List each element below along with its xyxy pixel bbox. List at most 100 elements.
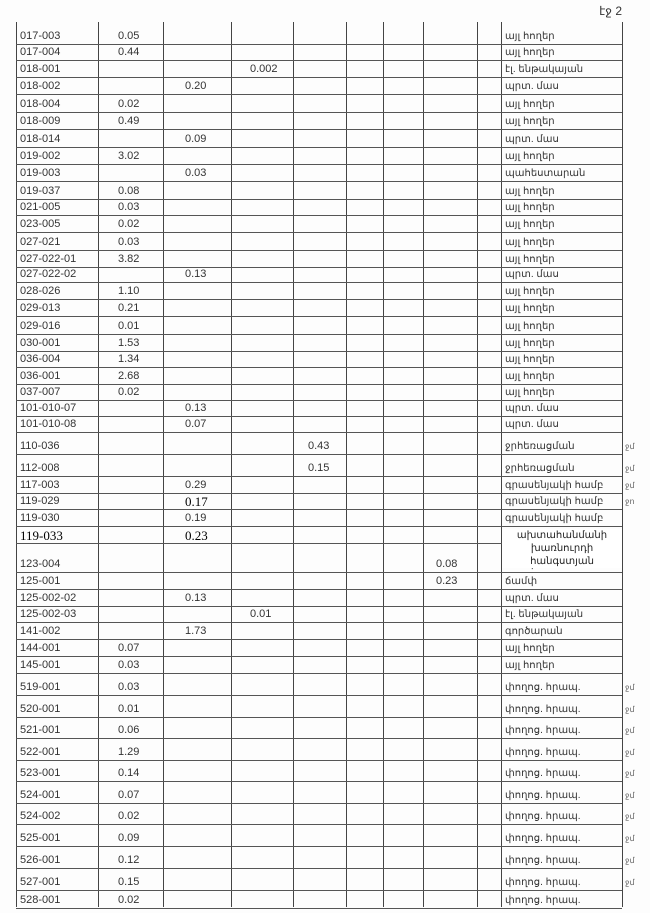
parcel-id: 528-001 [20, 894, 61, 906]
area-value: 0.03 [185, 167, 207, 179]
area-value: 0.05 [118, 30, 140, 42]
area-value: 0.08 [436, 558, 458, 570]
area-value: 2.68 [118, 370, 140, 382]
land-use-description: պրտ. մաս [505, 81, 559, 92]
margin-mark: ջմ [625, 683, 635, 692]
area-value: 0.002 [250, 63, 278, 75]
column-divider [346, 22, 347, 907]
area-value: 0.02 [118, 98, 140, 110]
area-value: 0.02 [118, 386, 140, 398]
row-divider [16, 781, 622, 782]
area-value: 0.15 [118, 876, 140, 888]
area-value: 0.01 [118, 703, 140, 715]
column-divider [622, 22, 623, 907]
parcel-id: 523-001 [20, 767, 61, 779]
area-value: 0.14 [118, 767, 140, 779]
land-use-description: պրտ. մաս [505, 593, 559, 604]
row-divider [16, 572, 622, 573]
parcel-id: 027-021 [20, 236, 61, 248]
area-value: 0.13 [185, 268, 207, 280]
row-divider [16, 606, 622, 607]
parcel-id: 141-002 [20, 625, 61, 637]
land-use-description: այլ հողեր [505, 116, 555, 127]
row-divider [16, 282, 622, 283]
parcel-id: 017-003 [20, 30, 61, 42]
area-value: 0.21 [118, 302, 140, 314]
parcel-id: 018-001 [20, 63, 61, 75]
parcel-id: 112-008 [20, 462, 60, 474]
row-divider [16, 717, 622, 718]
row-divider [16, 454, 622, 455]
land-use-description: գրասենյակի համբ [505, 496, 604, 507]
area-value: 0.03 [118, 681, 140, 693]
area-value: 1.34 [118, 353, 140, 365]
margin-mark: ջմ [625, 726, 635, 735]
area-value: 0.03 [118, 659, 140, 671]
row-divider [16, 94, 622, 95]
parcel-id: 036-001 [20, 370, 61, 382]
row-divider [16, 60, 622, 61]
parcel-id: 023-005 [20, 218, 61, 230]
row-divider [16, 44, 622, 45]
land-use-description: այլ հողեր [505, 254, 555, 265]
margin-mark: ջմ [625, 464, 635, 473]
parcel-id: 526-001 [20, 854, 61, 866]
area-value: 0.03 [118, 236, 140, 248]
land-use-description: այլ հողեր [505, 643, 555, 654]
margin-mark: ջմ [625, 812, 635, 821]
land-use-description: ջրհեռացման [505, 441, 575, 452]
margin-mark: ջո [625, 497, 635, 506]
row-divider [16, 476, 622, 477]
land-use-description: այլ հողեր [505, 387, 555, 398]
parcel-id: 123-004 [20, 558, 61, 570]
area-value: 1.53 [118, 337, 140, 349]
parcel-id: 036-004 [20, 353, 61, 365]
land-use-description: այլ հողեր [505, 186, 555, 197]
land-use-description: այլ հողեր [505, 237, 555, 248]
parcel-id: 125-001 [20, 575, 61, 587]
row-divider [16, 351, 622, 352]
parcel-id: 101-010-07 [20, 402, 77, 414]
land-use-description: այլ հողեր [505, 99, 555, 110]
row-divider [16, 509, 622, 510]
parcel-id: 037-007 [20, 386, 61, 398]
parcel-id: 019-037 [20, 185, 61, 197]
page-number: էջ 2 [599, 4, 622, 18]
column-divider [98, 22, 99, 907]
parcel-id: 018-002 [20, 80, 61, 92]
land-use-description: էլ. ենթակայան [505, 609, 584, 620]
area-value: 0.06 [118, 724, 140, 736]
area-value: 0.02 [118, 894, 140, 906]
land-use-description: այլ հողեր [505, 354, 555, 365]
row-divider [16, 868, 622, 869]
land-use-description: փողոց. հրապ. [505, 833, 581, 844]
area-value: 0.15 [308, 462, 330, 474]
column-divider [293, 22, 294, 907]
area-value: 1.73 [185, 625, 207, 637]
land-use-description: փողոց. հրապ. [505, 790, 581, 801]
parcel-id: 522-001 [20, 746, 61, 758]
area-value: 1.29 [118, 746, 140, 758]
area-value: 0.29 [185, 479, 207, 491]
parcel-id: 145-001 [20, 659, 61, 671]
parcel-id: 110-036 [20, 440, 60, 452]
row-divider [16, 695, 622, 696]
column-divider [383, 22, 384, 907]
parcel-id: 101-010-08 [20, 418, 77, 430]
margin-mark: ջմ [625, 791, 635, 800]
area-value: 0.07 [185, 418, 207, 430]
land-use-description: գործարան [505, 626, 563, 637]
parcel-id: 021-005 [20, 201, 61, 213]
row-divider [16, 400, 622, 401]
row-divider [16, 199, 622, 200]
row-divider [16, 147, 622, 148]
area-value: 0.01 [250, 608, 272, 620]
land-use-description: այլ հողեր [505, 151, 555, 162]
land-use-description: այլ հողեր [505, 47, 555, 58]
area-value: 0.07 [118, 642, 140, 654]
area-value: 0.44 [118, 46, 140, 58]
row-divider [16, 639, 622, 640]
land-use-description: ջրհեռացման [505, 463, 575, 474]
parcel-id: 521-001 [20, 724, 61, 736]
land-use-description: պրտ. մաս [505, 269, 559, 280]
